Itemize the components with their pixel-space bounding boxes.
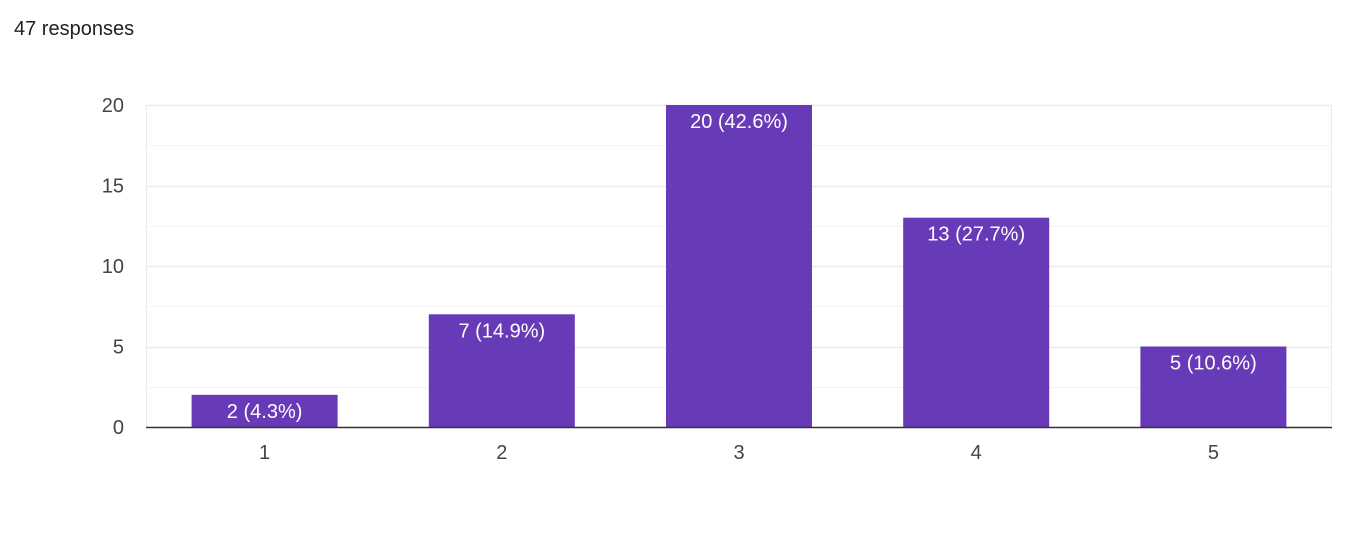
x-tick-label: 1 [259,442,270,464]
y-axis-tick-labels: 0 5 10 15 20 [102,95,124,439]
y-tick-label: 10 [102,256,124,278]
y-tick-label: 5 [113,337,124,359]
bar-4 [903,217,1050,427]
y-tick-label: 15 [102,176,124,198]
bars [191,105,1287,427]
x-axis-tick-labels: 1 2 3 4 5 [259,442,1219,464]
bar-5 [1140,346,1287,427]
data-label-5: 5 (10.6%) [1170,353,1257,375]
data-labels: 2 (4.3%) 7 (14.9%) 20 (42.6%) 13 (27.7%) 5 (… [227,111,1257,423]
data-label-3: 20 (42.6%) [690,111,788,133]
bar-2 [428,314,575,427]
x-tick-label: 4 [971,442,982,464]
x-tick-label: 2 [496,442,507,464]
data-label-1: 2 (4.3%) [227,401,303,423]
y-tick-label: 20 [102,95,124,117]
data-label-2: 7 (14.9%) [458,320,545,342]
data-label-4: 13 (27.7%) [927,224,1025,246]
y-tick-label: 0 [113,417,124,439]
x-tick-label: 5 [1208,442,1219,464]
bar-3 [666,105,812,427]
response-count: 47 responses [14,18,135,40]
x-tick-label: 3 [733,442,744,464]
bar-1 [191,394,338,427]
